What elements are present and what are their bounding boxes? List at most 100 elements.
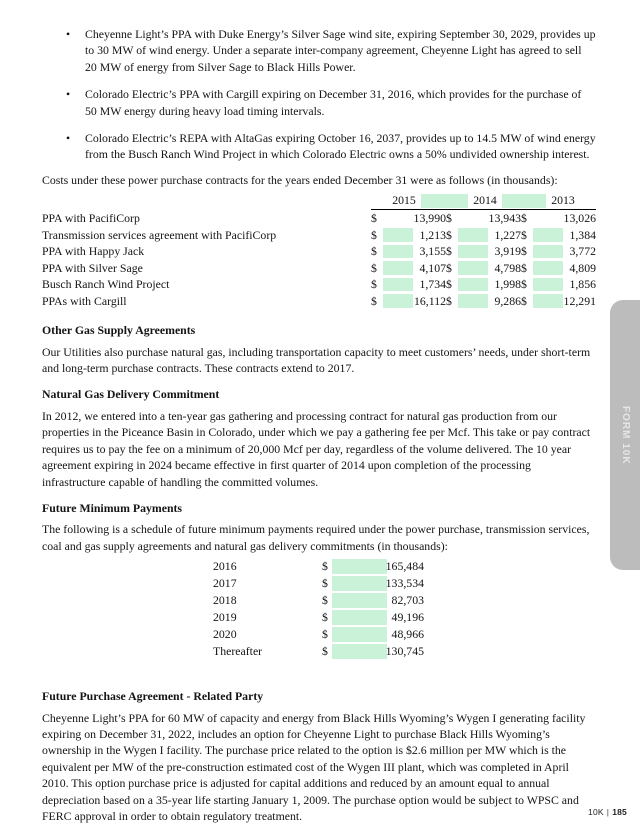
table-row: Busch Ranch Wind Project $1,734 $1,998 $… xyxy=(42,276,596,293)
section-body-fmp: The following is a schedule of future mi… xyxy=(42,522,590,553)
currency-symbol: $ xyxy=(322,627,328,642)
value-cell-2013: $13,026 xyxy=(521,210,596,227)
table-row: 2020 $ 48,966 xyxy=(213,626,596,643)
section-body-ngdc: In 2012, we entered into a ten-year gas … xyxy=(42,408,591,489)
value-cell-2014: $4,798 xyxy=(446,260,521,277)
bullet-text: Colorado Electric’s REPA with AltaGas ex… xyxy=(85,131,596,162)
year-header: 2015 xyxy=(392,192,416,207)
row-label: 2019 xyxy=(213,610,237,625)
value-cell-2015: $1,734 xyxy=(371,276,446,293)
currency-symbol: $ xyxy=(371,293,377,308)
value-cell-2015: $13,990 xyxy=(371,210,446,227)
currency-symbol: $ xyxy=(521,211,527,226)
table-row: Thereafter $ 130,745 xyxy=(213,643,596,660)
bullet-icon: • xyxy=(66,87,71,102)
row-label: PPAs with Cargill xyxy=(42,293,127,308)
value-cell-2014: $1,227 xyxy=(446,227,521,244)
year-header: 2013 xyxy=(551,192,575,207)
page-footer: 10K | 185 xyxy=(588,804,627,820)
value-cell-2015: $4,107 xyxy=(371,260,446,277)
currency-symbol: $ xyxy=(371,277,377,292)
currency-symbol: $ xyxy=(446,260,452,275)
cell-value-highlighted: 12,291 xyxy=(533,293,596,310)
cell-value-highlighted: 1,213 xyxy=(383,227,446,244)
value-cell-2014: $3,919 xyxy=(446,243,521,260)
row-label: Thereafter xyxy=(213,644,263,659)
currency-symbol: $ xyxy=(446,244,452,259)
cell-value-highlighted: 1,856 xyxy=(533,276,596,293)
table-row: 2018 $ 82,703 xyxy=(213,592,596,609)
cell-value-highlighted: 4,798 xyxy=(458,260,521,277)
cell-value-highlighted: 48,966 xyxy=(332,626,424,643)
cell-value-highlighted: 3,155 xyxy=(383,243,446,260)
bullet-item: • Colorado Electric’s REPA with AltaGas … xyxy=(66,130,596,163)
currency-symbol: $ xyxy=(446,293,452,308)
table-row: PPAs with Cargill $16,112 $9,286 $12,291 xyxy=(42,293,596,310)
value-cell-2014: $1,998 xyxy=(446,276,521,293)
cell-value-highlighted: 1,384 xyxy=(533,227,596,244)
cell-value-highlighted: 4,809 xyxy=(533,260,596,277)
value-cell-2014: $9,286 xyxy=(446,293,521,310)
costs-intro-text: Costs under these power purchase contrac… xyxy=(42,172,558,187)
currency-symbol: $ xyxy=(521,260,527,275)
highlight-cell xyxy=(421,194,468,209)
row-label: PPA with Happy Jack xyxy=(42,244,145,259)
currency-symbol: $ xyxy=(371,227,377,242)
cell-value-highlighted: 49,196 xyxy=(332,609,424,626)
cell-value-highlighted: 1,998 xyxy=(458,276,521,293)
bullet-icon: • xyxy=(66,27,71,41)
header-label-spacer xyxy=(42,192,371,210)
cell-value-highlighted: 133,534 xyxy=(332,575,424,592)
bullet-text: Colorado Electric’s PPA with Cargill exp… xyxy=(85,87,582,118)
value-cell-2013: $3,772 xyxy=(521,243,596,260)
cell-value: 13,990 xyxy=(413,211,446,226)
section-body-other-gas: Our Utilities also purchase natural gas,… xyxy=(42,344,591,376)
section-heading-other-gas: Other Gas Supply Agreements xyxy=(42,323,196,338)
cell-value-highlighted: 3,919 xyxy=(458,243,521,260)
section-heading-fmp: Future Minimum Payments xyxy=(42,500,183,515)
footer-page-number: 185 xyxy=(612,806,627,817)
currency-symbol: $ xyxy=(322,644,328,659)
currency-symbol: $ xyxy=(322,610,328,625)
cell-value-highlighted: 9,286 xyxy=(458,293,521,310)
currency-symbol: $ xyxy=(521,244,527,259)
row-label: 2017 xyxy=(213,576,237,591)
currency-symbol: $ xyxy=(521,227,527,242)
cell-value-highlighted: 130,745 xyxy=(332,643,424,660)
row-label: 2016 xyxy=(213,559,237,574)
highlight-cell xyxy=(502,194,546,209)
cell-value: 13,026 xyxy=(563,211,596,226)
currency-symbol: $ xyxy=(371,211,377,226)
section-heading-ngdc: Natural Gas Delivery Commitment xyxy=(42,387,220,402)
cell-value-highlighted: 4,107 xyxy=(383,260,446,277)
currency-symbol: $ xyxy=(371,244,377,259)
value-cell-2013: $1,856 xyxy=(521,276,596,293)
footer-separator: | xyxy=(606,806,610,817)
table-row: PPA with Silver Sage $4,107 $4,798 $4,80… xyxy=(42,260,596,277)
section-heading-fpa: Future Purchase Agreement - Related Part… xyxy=(42,689,264,704)
cell-value-highlighted: 165,484 xyxy=(332,558,424,575)
currency-symbol: $ xyxy=(371,260,377,275)
year-header: 2014 xyxy=(473,192,497,207)
value-cell-2013: $1,384 xyxy=(521,227,596,244)
cell-value-highlighted: 16,112 xyxy=(383,293,446,310)
row-label: Transmission services agreement with Pac… xyxy=(42,227,277,242)
table-year-header: 2015 2014 2013 xyxy=(371,192,596,211)
footer-doc-label: 10K xyxy=(588,806,604,817)
power-purchase-costs-table: 2015 2014 2013 PPA with PacifiCorp $13,9… xyxy=(42,192,596,309)
row-label: PPA with PacifiCorp xyxy=(42,211,140,226)
table-row: PPA with PacifiCorp $13,990 $13,943 $13,… xyxy=(42,210,596,227)
cell-value-highlighted: 3,772 xyxy=(533,243,596,260)
currency-symbol: $ xyxy=(446,211,452,226)
cell-value-highlighted: 1,227 xyxy=(458,227,521,244)
currency-symbol: $ xyxy=(322,576,328,591)
table-header-row: 2015 2014 2013 xyxy=(42,192,596,211)
value-cell-2013: $4,809 xyxy=(521,260,596,277)
row-label: Busch Ranch Wind Project xyxy=(42,277,170,292)
section-body-fpa: Cheyenne Light’s PPA for 60 MW of capaci… xyxy=(42,710,586,823)
table-row: PPA with Happy Jack $3,155 $3,919 $3,772 xyxy=(42,243,596,260)
value-cell-2013: $12,291 xyxy=(521,293,596,310)
cell-value-highlighted: 1,734 xyxy=(383,276,446,293)
currency-symbol: $ xyxy=(446,227,452,242)
